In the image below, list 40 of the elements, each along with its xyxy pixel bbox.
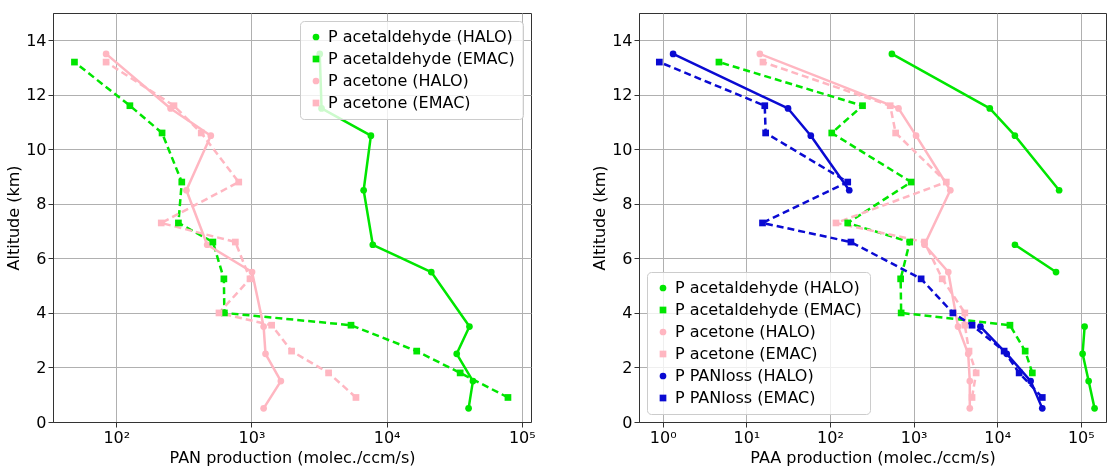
legend-label: P acetaldehyde (EMAC): [675, 300, 862, 319]
y-tick-label: 0: [622, 412, 633, 432]
x-tick-label: 10¹: [733, 427, 761, 447]
x-axis-title: PAA production (molec./ccm/s): [750, 447, 996, 467]
y-tick-label: 14: [612, 30, 633, 50]
y-tick-label: 6: [622, 248, 633, 268]
y-tick-label: 0: [36, 412, 47, 432]
legend-label: P acetaldehyde (EMAC): [328, 49, 515, 68]
x-tick-label: 10²: [103, 427, 131, 447]
x-axis-title: PAN production (molec./ccm/s): [169, 447, 416, 467]
x-tick-label: 10⁵: [1067, 427, 1095, 447]
legend-label: P acetone (HALO): [675, 322, 816, 341]
legend-label: P acetaldehyde (HALO): [328, 27, 513, 46]
y-tick-label: 6: [36, 248, 47, 268]
y-tick-label: 2: [36, 357, 47, 377]
legend-label: P acetaldehyde (HALO): [675, 278, 860, 297]
y-tick-label: 2: [622, 357, 633, 377]
x-tick-label: 10³: [900, 427, 928, 447]
legend-label: P PANloss (HALO): [675, 366, 814, 385]
y-tick-label: 8: [36, 194, 47, 214]
y-tick-label: 14: [26, 30, 47, 50]
y-tick-label: 12: [26, 85, 47, 105]
x-tick-label: 10⁰: [649, 427, 677, 447]
y-tick-label: 10: [612, 139, 633, 159]
y-tick-label: 10: [26, 139, 47, 159]
y-tick-label: 4: [622, 303, 633, 323]
x-tick-label: 10⁴: [373, 427, 401, 447]
x-tick-label: 10⁵: [508, 427, 536, 447]
y-tick-label: 12: [612, 85, 633, 105]
x-tick-label: 10²: [817, 427, 844, 447]
y-axis-title: Altitude (km): [590, 165, 610, 271]
y-tick-label: 8: [622, 194, 633, 214]
legend-label: P acetone (HALO): [328, 71, 469, 90]
legend-label: P acetone (EMAC): [328, 93, 471, 112]
x-tick-label: 10³: [238, 427, 266, 447]
legend-label: P PANloss (EMAC): [675, 388, 816, 407]
legend-label: P acetone (EMAC): [675, 344, 818, 363]
y-tick-label: 4: [36, 303, 47, 323]
y-axis-title: Altitude (km): [4, 165, 24, 271]
x-tick-label: 10⁴: [984, 427, 1012, 447]
